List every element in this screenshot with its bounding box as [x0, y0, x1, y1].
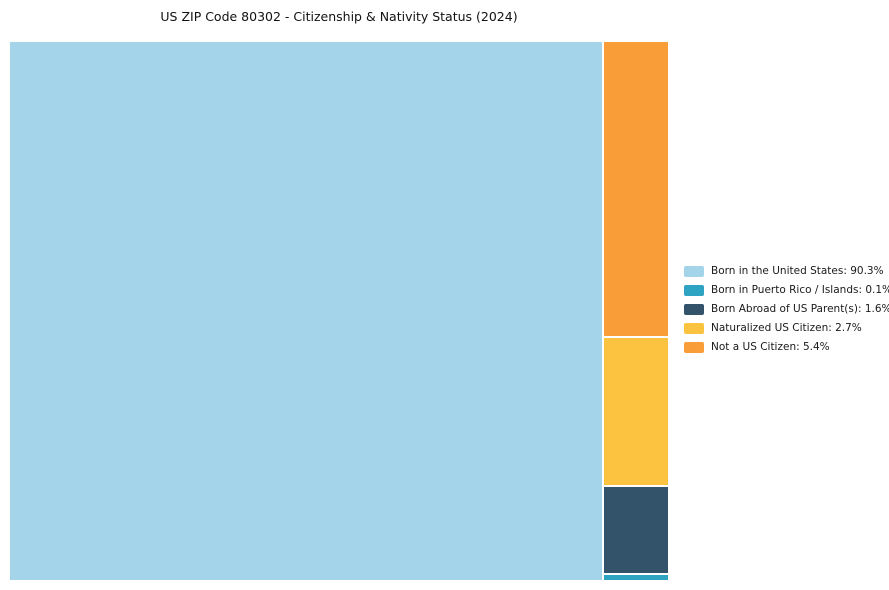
- legend-label: Born Abroad of US Parent(s): 1.6%: [711, 303, 889, 315]
- legend-swatch: [684, 342, 704, 353]
- legend: Born in the United States: 90.3% Born in …: [684, 266, 889, 353]
- chart-title: US ZIP Code 80302 - Citizenship & Nativi…: [160, 9, 518, 24]
- treemap-rect-not-a-us-citizen: [604, 42, 668, 336]
- treemap-rect-born-in-puerto-rico-islands: [604, 575, 668, 580]
- treemap-plot: [10, 42, 668, 580]
- legend-label: Born in the United States: 90.3%: [711, 265, 884, 277]
- legend-item-not-a-us-citizen: Not a US Citizen: 5.4%: [684, 342, 889, 353]
- legend-swatch: [684, 304, 704, 315]
- treemap-rect-born-in-the-united-states: [10, 42, 602, 580]
- legend-item-born-in-puerto-rico-islands: Born in Puerto Rico / Islands: 0.1%: [684, 285, 889, 296]
- treemap-rect-naturalized-us-citizen: [604, 338, 668, 485]
- legend-label: Born in Puerto Rico / Islands: 0.1%: [711, 284, 889, 296]
- legend-label: Naturalized US Citizen: 2.7%: [711, 322, 862, 334]
- legend-item-naturalized-us-citizen: Naturalized US Citizen: 2.7%: [684, 323, 889, 334]
- legend-item-born-in-the-united-states: Born in the United States: 90.3%: [684, 266, 889, 277]
- legend-label: Not a US Citizen: 5.4%: [711, 341, 830, 353]
- legend-item-born-abroad-of-us-parent-s: Born Abroad of US Parent(s): 1.6%: [684, 304, 889, 315]
- legend-swatch: [684, 323, 704, 334]
- legend-swatch: [684, 285, 704, 296]
- treemap-rect-born-abroad-of-us-parent-s: [604, 487, 668, 573]
- legend-swatch: [684, 266, 704, 277]
